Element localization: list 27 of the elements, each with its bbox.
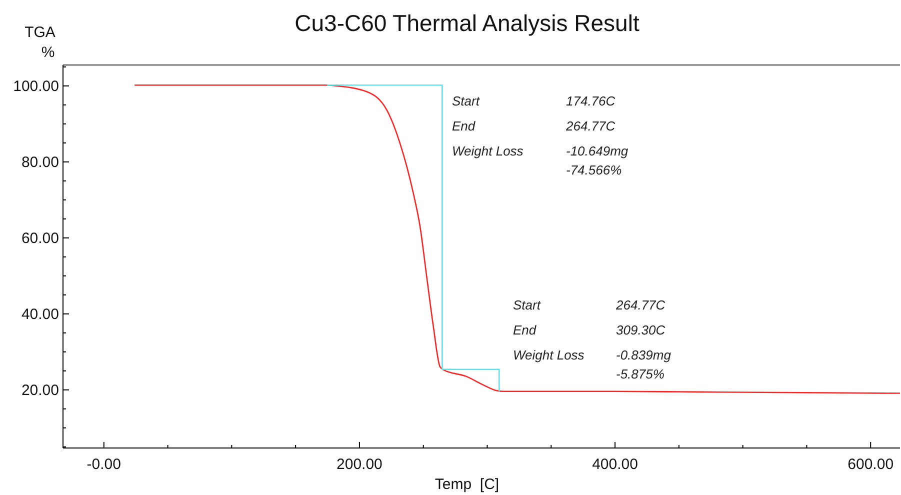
x-tick-label: 200.00 xyxy=(336,456,382,473)
annotation: End xyxy=(513,322,537,338)
annotation: 174.76C xyxy=(566,94,616,109)
annotation: -0.839mg xyxy=(616,348,672,363)
annotation: -74.566% xyxy=(566,162,622,178)
y-tick-label: 100.00 xyxy=(13,78,59,96)
annotation: End xyxy=(452,118,476,134)
annotation: 264.77C xyxy=(615,298,666,313)
x-tick-label: -0.00 xyxy=(86,456,121,473)
chart-title: Cu3-C60 Thermal Analysis Result xyxy=(294,10,640,36)
y-tick-label: 20.00 xyxy=(21,382,59,400)
annotation: -5.875% xyxy=(616,366,664,382)
annotation: 309.30C xyxy=(616,322,666,338)
annotation: Weight Loss xyxy=(452,144,524,159)
x-axis-title: Temp [C] xyxy=(434,476,500,493)
annotation: 264.77C xyxy=(565,118,616,134)
y-tick-label: 60.00 xyxy=(21,230,59,248)
annotation: Weight Loss xyxy=(513,348,585,363)
annotation: Start xyxy=(513,298,542,313)
line-series xyxy=(134,84,901,394)
y-tick-label: 80.00 xyxy=(21,154,59,172)
x-tick-label: 400.00 xyxy=(592,456,638,473)
annotation: -10.649mg xyxy=(566,144,629,159)
y-axis-title: TGA % xyxy=(24,24,56,61)
annotation: Start xyxy=(452,94,481,109)
y-tick-label: 40.00 xyxy=(21,306,59,324)
x-tick-label: 600.00 xyxy=(848,456,894,473)
